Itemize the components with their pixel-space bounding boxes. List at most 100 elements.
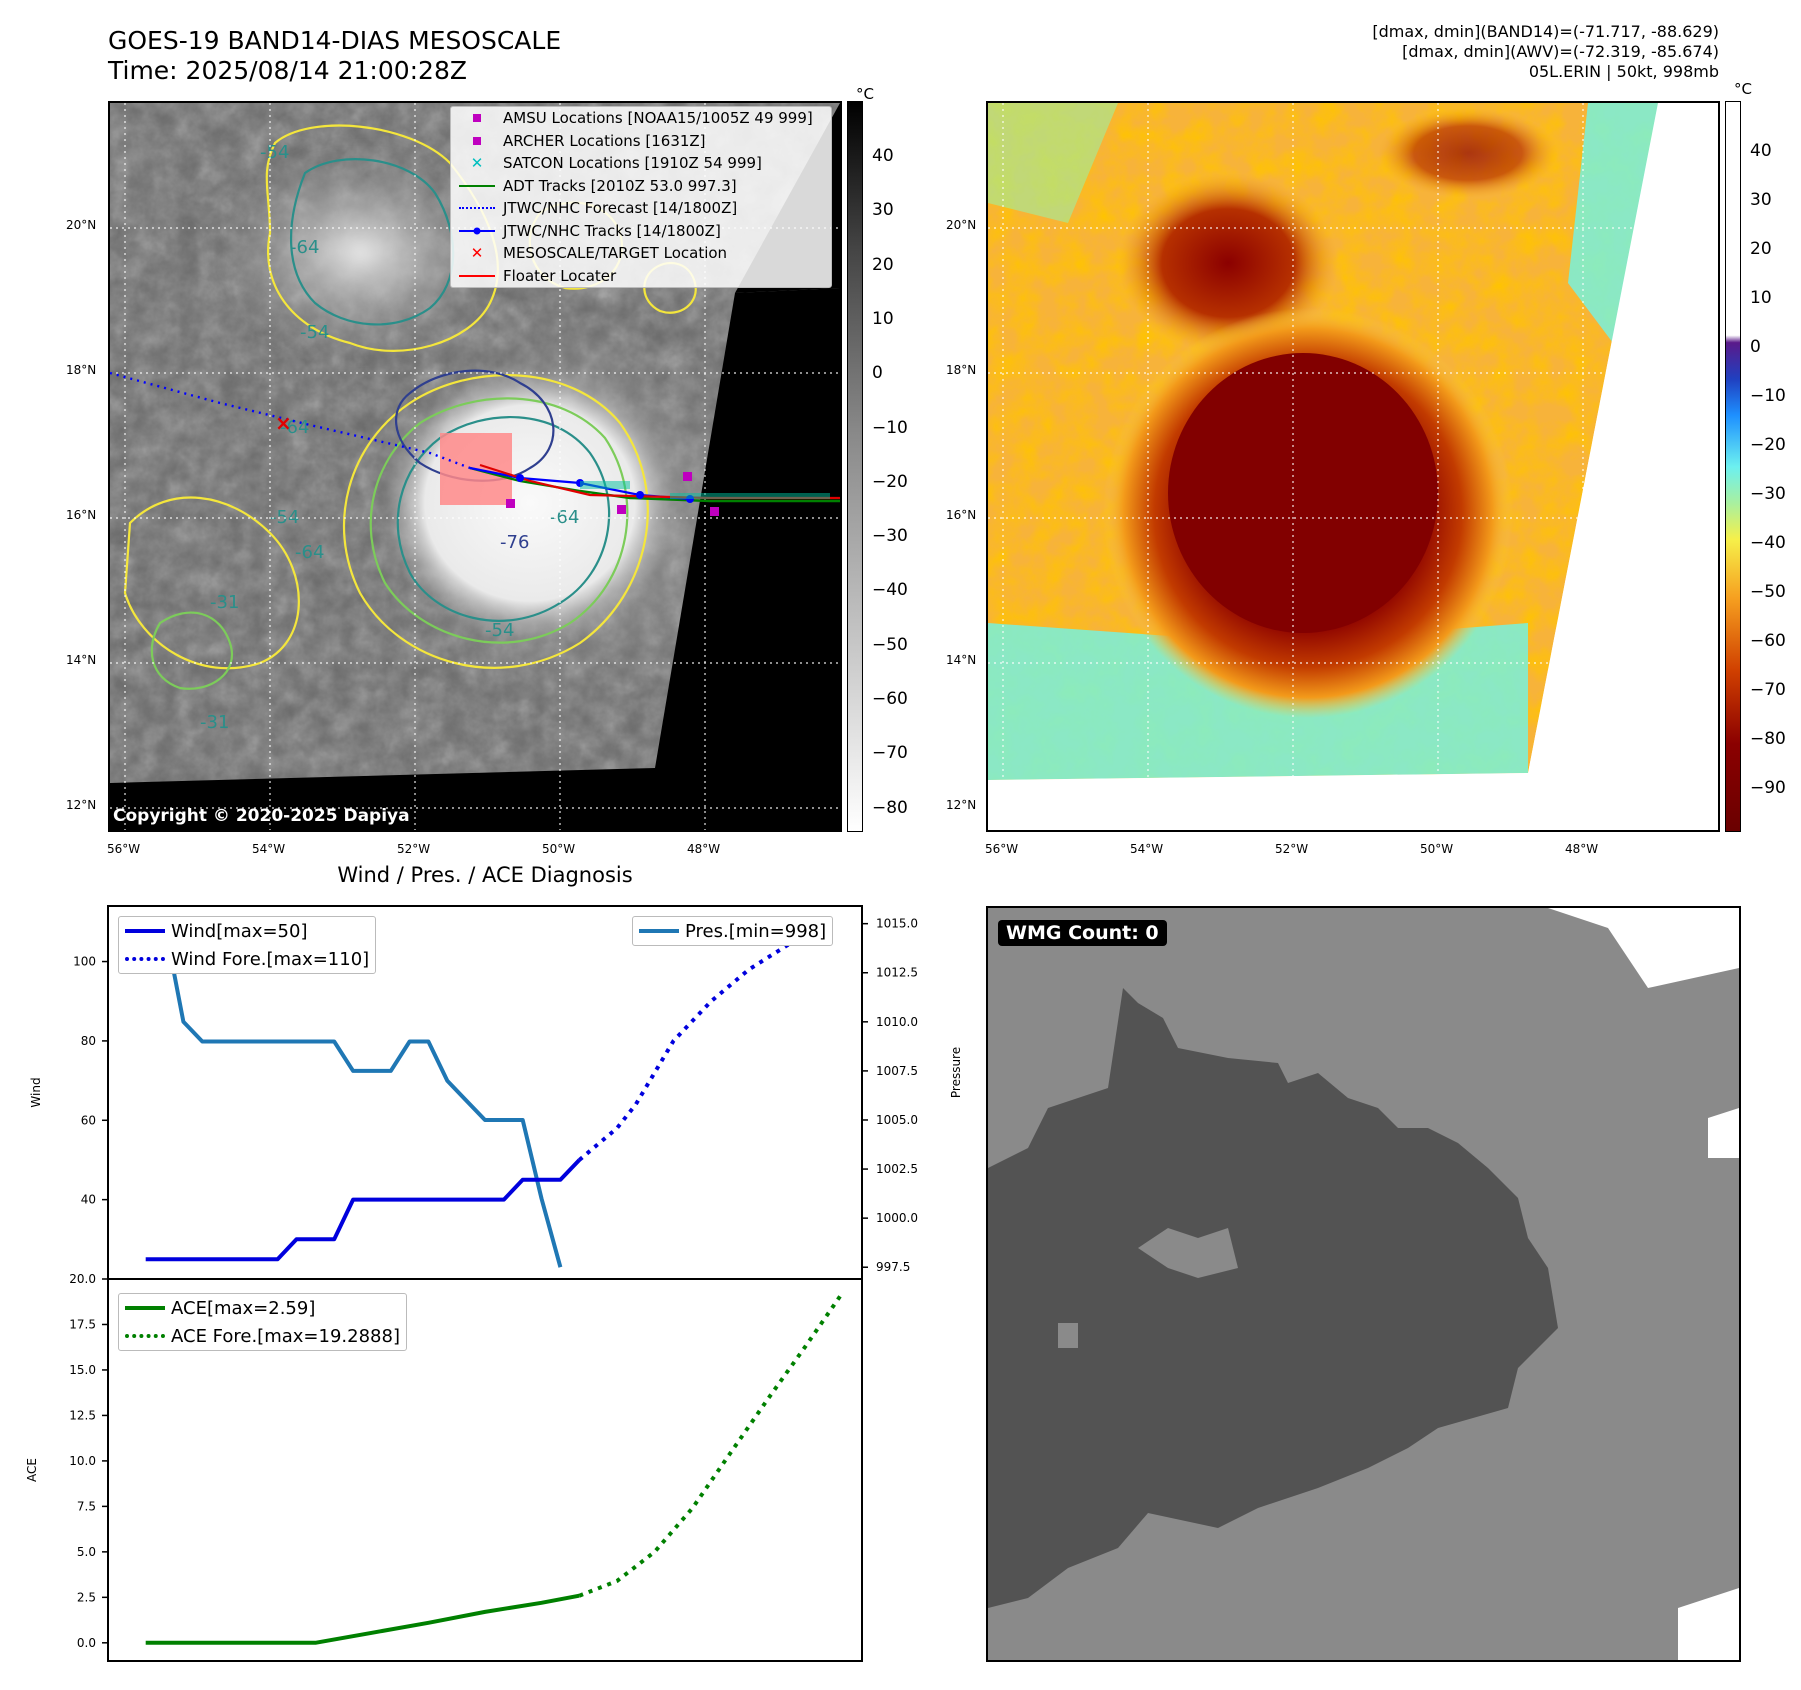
ace-y-tick-label: 12.5 <box>69 1408 96 1422</box>
lon-label: 54°W <box>252 842 286 856</box>
legend-item: ACE[max=2.59] <box>119 1294 406 1322</box>
ace-axis: 0.0 2.5 5.0 7.5 10.0 12.5 15.0 17.5 20.0 ACE <box>25 1272 863 1662</box>
ace-y-tick-label: 17.5 <box>69 1317 96 1331</box>
title-line-2: Time: 2025/08/14 21:00:28Z <box>108 56 467 85</box>
info-line-2: [dmax, dmin](AWV)=(-72.319, -85.674) <box>1402 42 1719 61</box>
wmg-panel: WMG Count: 0 <box>986 906 1741 1662</box>
wind-line <box>145 1158 581 1262</box>
pressure-y-tick-label: 1005.0 <box>876 1113 918 1127</box>
pressure-y-tick-label: 1000.0 <box>876 1211 918 1225</box>
ir-north-cloud <box>210 143 510 363</box>
diagnosis-chart: 40 60 80 100 997.5 1000.0 1002.5 1005.0 1007.5 10… <box>25 905 963 1662</box>
lon-label: 48°W <box>687 842 721 856</box>
dotted-line-icon <box>125 1334 165 1338</box>
colorbar-tick-label: −90 <box>1750 778 1786 798</box>
colorbar-color-unit: °C <box>1734 80 1752 98</box>
forecast-track <box>110 371 471 470</box>
lon-label: 48°W <box>1565 842 1599 856</box>
x-icon: ✕ <box>470 244 484 263</box>
legend-label: JTWC/NHC Tracks [14/1800Z] <box>503 221 721 240</box>
colorbar-tick-label: 30 <box>872 200 894 221</box>
ir-color-map <box>986 101 1720 832</box>
ace-y-tick-label: 7.5 <box>77 1499 96 1513</box>
contour-label: -54 <box>300 322 329 343</box>
colorbar-tick-label: −30 <box>1750 484 1786 504</box>
colorbar-tick-label: 40 <box>1750 141 1772 161</box>
legend-item: ✕ SATCON Locations [1910Z 54 999] <box>451 152 831 175</box>
legend-label: JTWC/NHC Forecast [14/1800Z] <box>503 199 738 218</box>
amsu-point <box>710 507 719 516</box>
lon-label: 50°W <box>1420 842 1454 856</box>
colorbar-tick-label: −30 <box>872 526 908 547</box>
wmg-dark-region <box>988 988 1558 1608</box>
target-marker: × <box>275 411 292 435</box>
colorbar-tick-label: −70 <box>1750 680 1786 700</box>
copyright-text: Copyright © 2020-2025 Dapiya <box>113 806 410 826</box>
legend-label: Wind[max=50] <box>171 920 308 942</box>
wind-forecast-line <box>578 920 826 1162</box>
colorbar-tick-label: 40 <box>872 146 894 166</box>
wind-legend: Wind[max=50] Wind Fore.[max=110] <box>118 916 377 974</box>
pressure-y-tick-label: 1007.5 <box>876 1064 918 1078</box>
satcon-points <box>580 481 830 499</box>
colorbar-tick-label: −10 <box>1750 386 1786 406</box>
colorbar-tick-label: 20 <box>872 254 894 275</box>
legend-item: ARCHER Locations [1631Z] <box>451 130 831 153</box>
contour-label: -64 <box>290 237 319 258</box>
colorbar-tick-label: −40 <box>872 580 908 601</box>
line-dot-icon <box>459 227 495 235</box>
figure-title: GOES-19 BAND14-DIAS MESOSCALE Time: 2025… <box>108 26 561 86</box>
wind-y-tick-label: 80 <box>81 1034 96 1048</box>
lat-label: 16°N <box>946 508 977 522</box>
pressure-line <box>145 921 563 1268</box>
contour-label: -76 <box>500 532 529 553</box>
colorbar-tick-label: 20 <box>1750 239 1772 259</box>
colorbar-gray <box>847 101 863 832</box>
lat-label: 20°N <box>946 218 977 232</box>
colorbar-tick-label: −60 <box>872 689 908 709</box>
wmg-light-patch <box>1138 1228 1238 1278</box>
x-icon: ✕ <box>470 154 484 173</box>
contour-label: -31 <box>200 712 229 733</box>
color-map-gridlines <box>988 103 1718 830</box>
satcon-cluster <box>580 481 630 489</box>
colorbar-gray-unit: °C <box>856 85 874 103</box>
legend-label: ACE[max=2.59] <box>171 1297 316 1319</box>
wind-y-tick-label: 40 <box>81 1193 96 1207</box>
track-point <box>516 474 524 482</box>
pressure-axis-label: Pressure <box>949 1047 963 1098</box>
square-icon <box>473 114 481 123</box>
amsu-point <box>506 499 515 508</box>
contour-label: -64 <box>295 542 324 563</box>
colorbar-tick-label: −80 <box>1750 729 1786 749</box>
ir-grayscale-map: -54 -64 -54 -64 -54 -64 -76 -64 -54 -31 … <box>108 101 842 832</box>
lon-label: 56°W <box>985 842 1019 856</box>
wmg-svg <box>988 908 1739 1660</box>
lat-label: 16°N <box>66 508 97 522</box>
dotted-line-icon <box>125 957 165 961</box>
legend-item: ✕ MESOSCALE/TARGET Location <box>451 242 831 265</box>
legend-item: ACE Fore.[max=19.2888] <box>119 1322 406 1350</box>
lat-label: 18°N <box>946 363 977 377</box>
info-line-1: [dmax, dmin](BAND14)=(-71.717, -88.629) <box>1372 22 1719 41</box>
line-icon <box>639 929 679 933</box>
wind-y-tick-label: 100 <box>73 955 96 969</box>
colorbar-tick-label: −40 <box>1750 533 1786 553</box>
colorbar-tick-label: −80 <box>872 797 908 818</box>
color-map-svg <box>988 103 1718 830</box>
title-line-1: GOES-19 BAND14-DIAS MESOSCALE <box>108 26 562 55</box>
contour-label: -64 <box>550 507 579 528</box>
colorbar-tick-label: −50 <box>1750 582 1786 602</box>
amsu-point <box>683 472 692 481</box>
lon-label: 56°W <box>107 842 141 856</box>
ace-axes-frame <box>107 1278 863 1662</box>
amsu-points <box>506 472 719 516</box>
ace-legend: ACE[max=2.59] ACE Fore.[max=19.2888] <box>118 1293 407 1351</box>
color-map-eye-region <box>1168 353 1438 633</box>
colorbar-tick-label: 0 <box>1750 337 1761 357</box>
ace-y-tick-label: 5.0 <box>77 1545 96 1559</box>
colorbar-tick-label: −70 <box>872 743 908 764</box>
legend-label: ACE Fore.[max=19.2888] <box>171 1325 400 1347</box>
colorbar-tick-label: 10 <box>872 308 894 329</box>
ace-y-tick-label: 20.0 <box>69 1272 96 1286</box>
